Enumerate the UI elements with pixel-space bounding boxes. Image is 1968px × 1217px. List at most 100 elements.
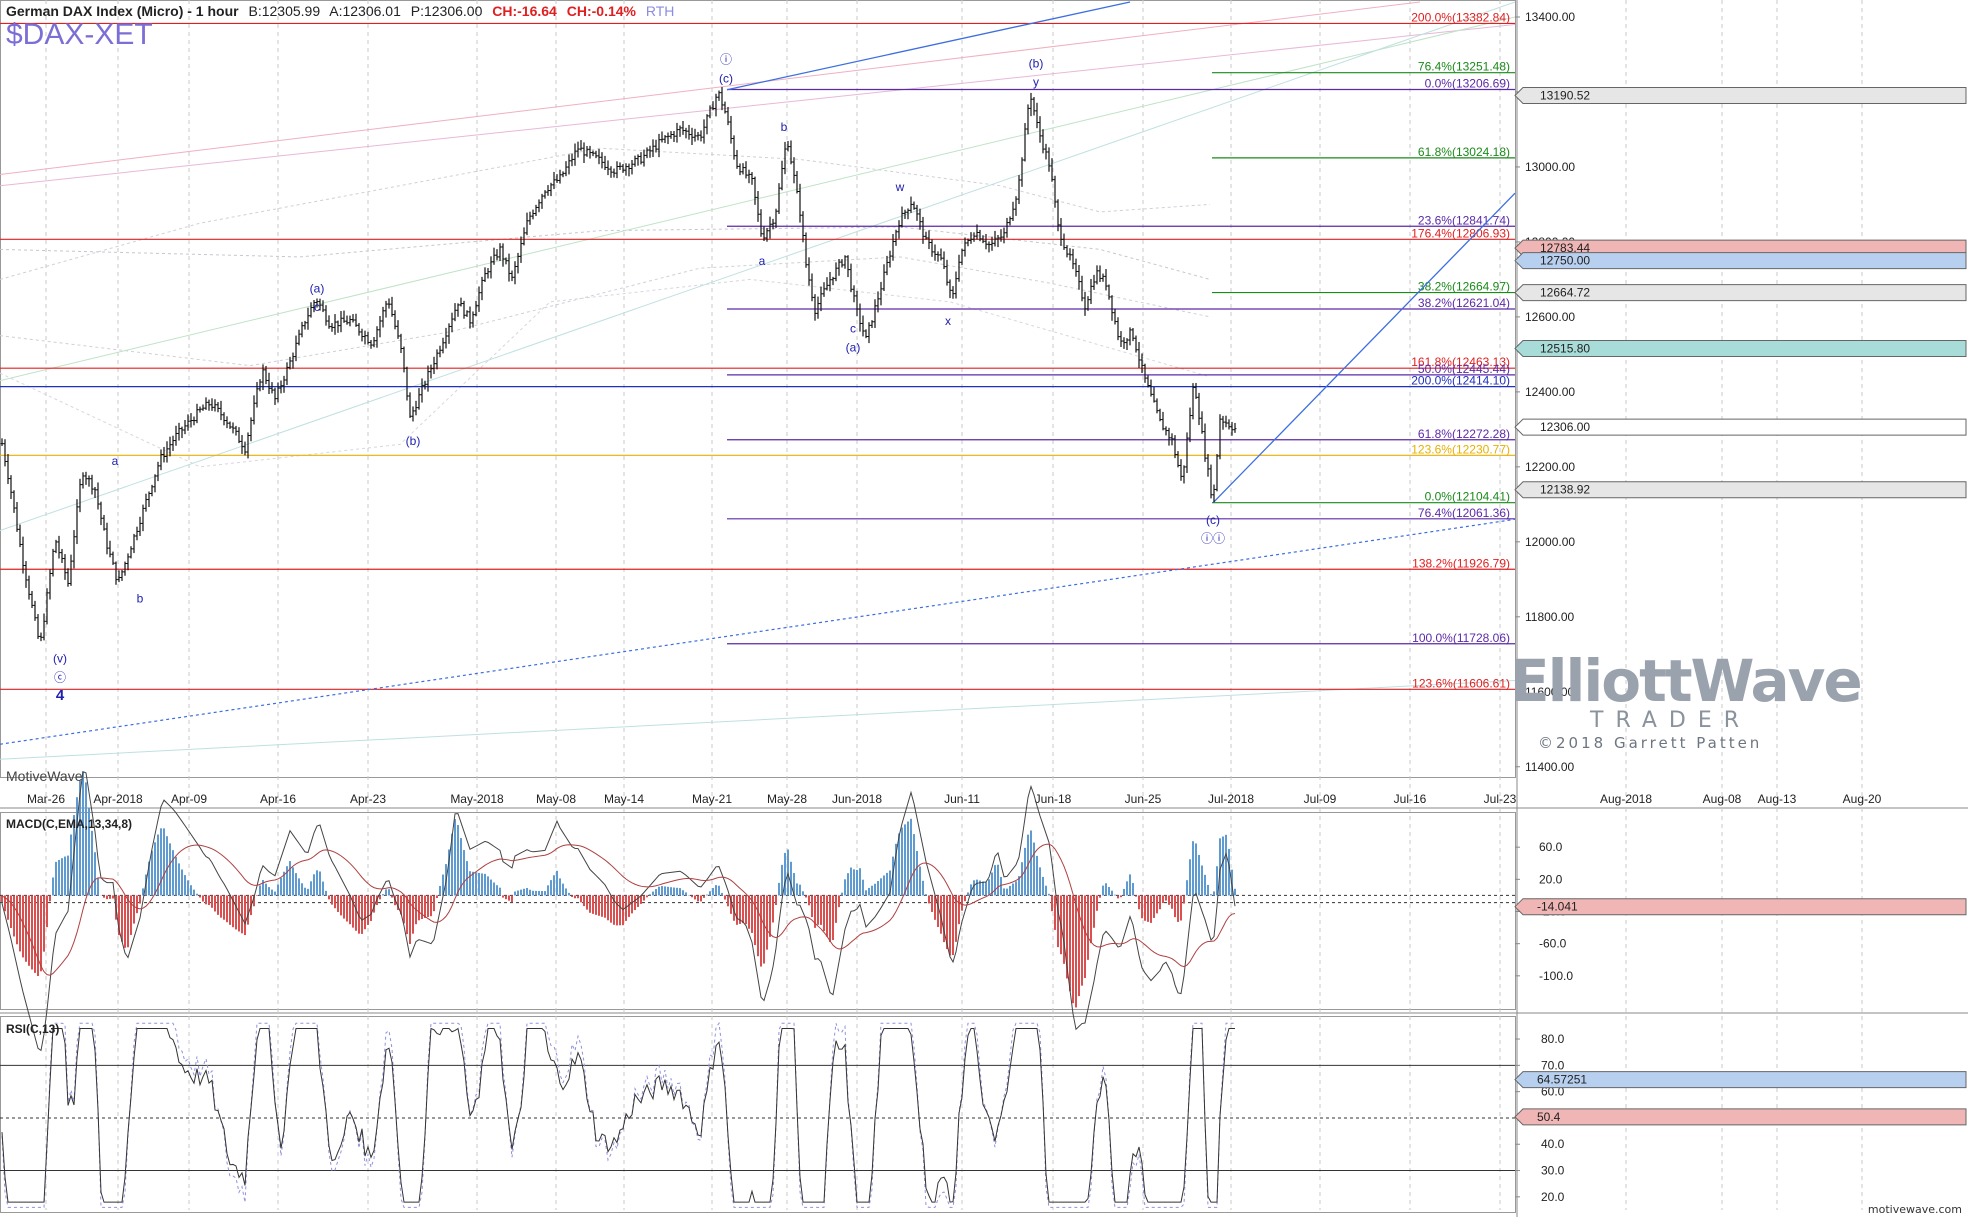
ohlc-bar [231,422,235,434]
ohlc-bar [654,139,658,153]
ohlc-bar [636,154,640,166]
logo-copyright: ©2018 Garrett Patten [1538,734,1763,752]
ohlc-bar [360,328,364,342]
x-tick-label: May-28 [767,792,807,806]
ohlc-bar [57,535,61,559]
ohlc-bar [543,190,547,199]
ohlc-bar [1119,331,1123,348]
ohlc-bar [15,502,19,532]
x-tick-label: Jun-2018 [832,792,882,806]
ohlc-bar [498,243,502,262]
ohlc-bar [948,279,952,299]
ohlc-bar [558,169,562,184]
ohlc-bar [126,553,130,571]
ohlc-bar [1146,375,1150,388]
macd-y-tick-label: 60.0 [1539,840,1563,854]
ohlc-bar [1203,423,1207,462]
ohlc-bar [357,322,361,336]
ohlc-bar [1017,175,1021,205]
ohlc-bar [102,514,106,531]
ohlc-bar [609,166,613,178]
ohlc-bar [840,259,844,268]
ohlc-bar [99,501,103,526]
fib-level-label: 100.0%(11728.06) [1412,631,1510,645]
ohlc-bar [48,569,52,600]
ohlc-bar [1107,284,1111,300]
x-tick-label: Jul-09 [1304,792,1337,806]
ohlc-bar [165,441,169,463]
ohlc-bar [201,404,205,411]
rsi-value-box: 64.57251 [1514,1071,1967,1089]
ohlc-bar [1089,278,1093,305]
ohlc-bar [675,122,679,143]
ohlc-bar [204,397,208,410]
ohlc-bar [75,499,79,545]
ohlc-bar [1170,433,1174,446]
trend-line-dashed [0,518,1516,745]
ohlc-bar [633,155,637,167]
ohlc-bar [1188,407,1192,443]
ohlc-bar [762,226,766,242]
ohlc-bar [552,171,556,190]
rsi-y-tick-label: 80.0 [1541,1032,1565,1046]
ohlc-bar [30,590,34,609]
ohlc-bar [912,201,916,210]
fib-level-label: 0.0%(12104.41) [1425,490,1510,504]
price-bars [0,86,1237,642]
price-box: 12664.72 [1514,284,1967,302]
ohlc-bar [210,398,214,411]
ohlc-bar [1002,227,1006,244]
ohlc-bar [1194,382,1198,399]
ohlc-bar [384,300,388,318]
ohlc-bar [375,326,379,348]
price-box: 12138.92 [1514,481,1967,499]
ohlc-bar [342,310,346,323]
ohlc-bar [120,570,124,581]
ohlc-bar [540,193,544,209]
ohlc-bar [276,382,280,403]
rsi-y-tick-label: 20.0 [1541,1190,1565,1204]
rsi-y-tick-label: 40.0 [1541,1137,1565,1151]
ohlc-bar [195,403,199,424]
ohlc-bar [1200,411,1204,434]
ohlc-bar [801,211,805,243]
x-tick-label: May-2018 [450,792,504,806]
ohlc-bar [1164,426,1168,436]
ohlc-bar [261,364,265,391]
ohlc-bar [918,208,922,230]
ohlc-bar [345,315,349,325]
ohlc-bar [1215,454,1219,492]
ohlc-bar [168,436,172,457]
price-box-shape [1514,252,1967,270]
ohlc-bar [144,493,148,512]
ohlc-bar [1116,317,1120,341]
ohlc-bar [837,259,841,276]
ohlc-bar [294,335,298,362]
fib-level-label: 76.4%(12061.36) [1418,506,1510,520]
price-box-shape [1514,481,1967,499]
ohlc-bar [129,546,133,559]
ohlc-bar [123,561,127,576]
ohlc-bar [189,413,193,428]
ohlc-bar [561,171,565,178]
ohlc-bar [396,320,400,339]
ohlc-bar [945,259,949,286]
x-tick-label: Jul-2018 [1208,792,1254,806]
ohlc-bar [273,387,277,405]
ohlc-bar [183,420,187,435]
ohlc-bar [942,251,946,270]
ohlc-bar [186,414,190,431]
x-tick-label: Apr-23 [350,792,386,806]
moving-average-line [0,256,1211,367]
y-tick-label: 12600.00 [1525,310,1575,324]
ohlc-bar [996,235,1000,248]
elliottwave-trader-logo: ElliottWave TRADER ©2018 Garrett Patten [1510,652,1863,752]
change-pct-value: CH:-0.14% [566,3,636,19]
ohlc-bar [519,236,523,263]
ohlc-bar [369,339,373,349]
ohlc-bar [1227,419,1231,430]
ohlc-bar [180,426,184,439]
ohlc-bar [1158,408,1162,422]
ohlc-bar [36,614,40,639]
